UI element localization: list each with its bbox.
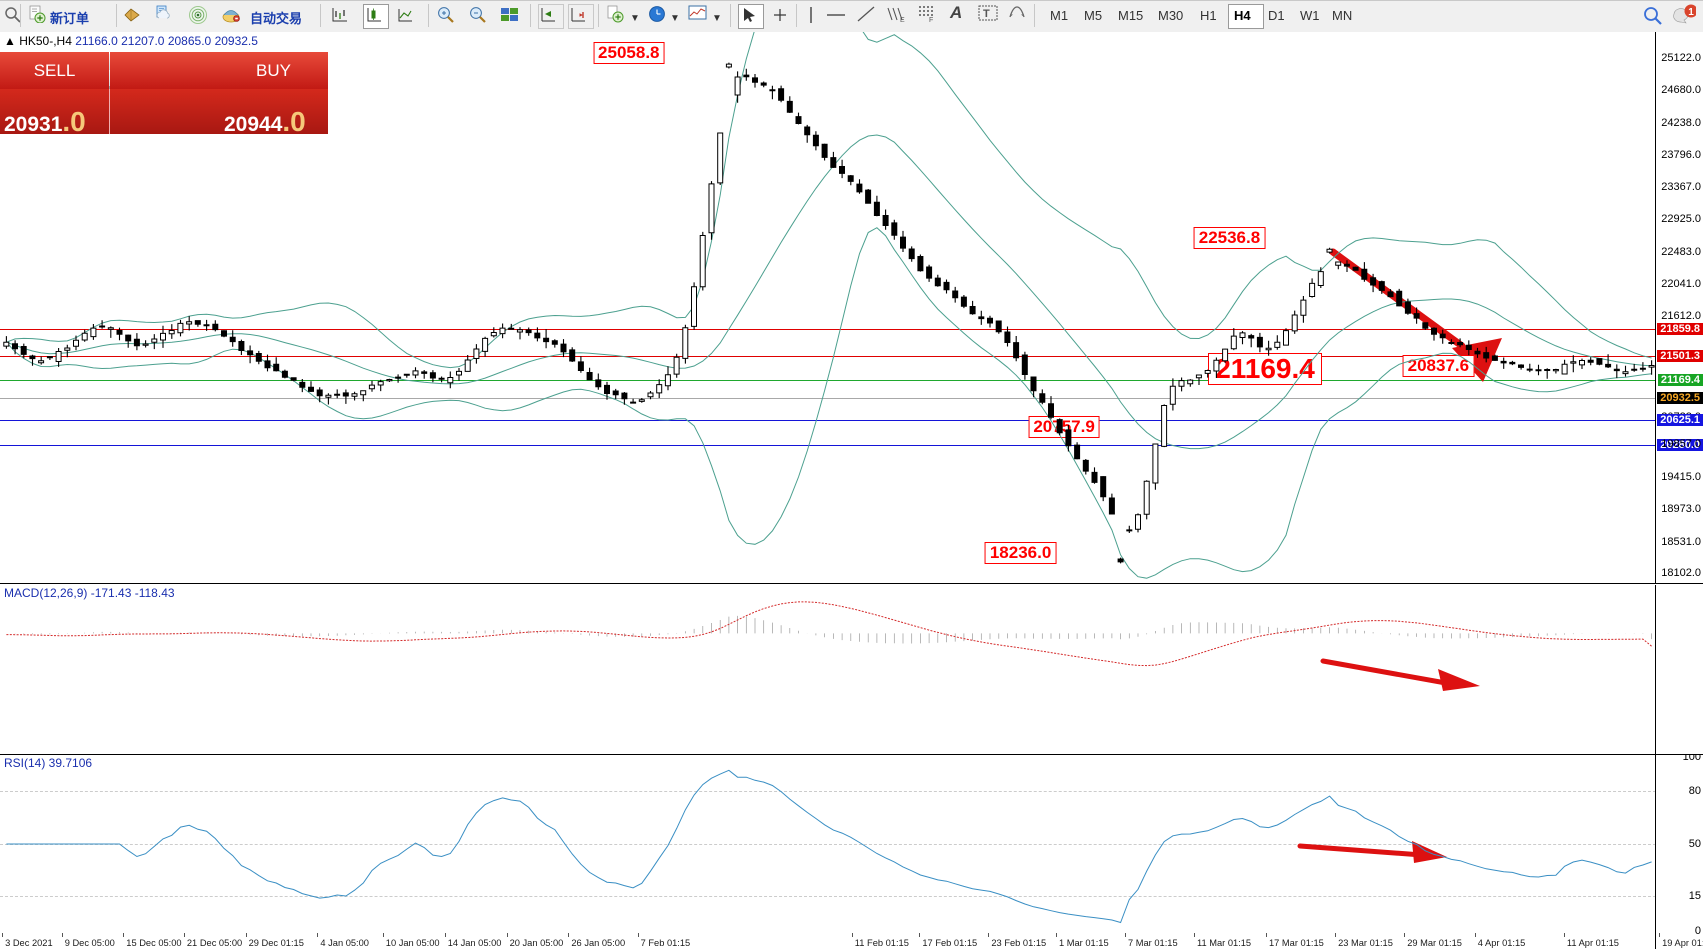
svg-text:F: F [929, 17, 933, 23]
svg-text:E: E [900, 17, 905, 23]
svg-text:T: T [983, 8, 990, 20]
svg-text:1: 1 [1688, 7, 1694, 18]
